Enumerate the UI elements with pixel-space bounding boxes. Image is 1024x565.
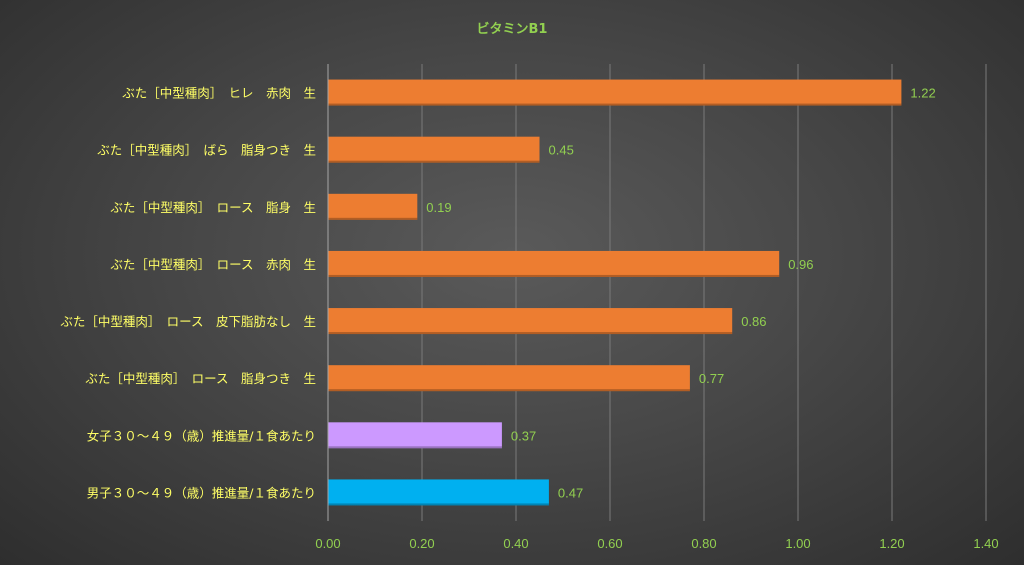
data-label: 0.96 <box>788 257 813 272</box>
bar-shadow <box>328 274 780 277</box>
data-label: 0.45 <box>549 143 574 158</box>
category-label: ぶた［中型種肉］ ロース 皮下脂肪なし 生 <box>60 314 316 329</box>
bars <box>328 79 902 506</box>
x-tick-label: 0.60 <box>597 536 622 551</box>
x-tick-label: 1.00 <box>785 536 810 551</box>
bar <box>328 308 733 335</box>
category-label: ぶた［中型種肉］ ヒレ 赤肉 生 <box>122 86 316 101</box>
x-tick-label: 1.40 <box>973 536 998 551</box>
bar <box>328 365 690 392</box>
data-label: 1.22 <box>910 86 935 101</box>
data-labels: 1.22 0.45 0.19 0.96 0.86 0.77 0.37 0.47 <box>426 86 935 501</box>
x-tick-label: 1.20 <box>879 536 904 551</box>
category-label: ぶた［中型種肉］ ロース 脂身 生 <box>110 200 316 215</box>
bar-shadow <box>328 217 418 220</box>
x-tick-labels: 0.00 0.20 0.40 0.60 0.80 1.00 1.20 1.40 <box>315 536 998 551</box>
gridlines <box>421 64 987 521</box>
bar-shadow <box>328 389 690 392</box>
data-label: 0.77 <box>699 371 724 386</box>
data-label: 0.86 <box>741 314 766 329</box>
bar <box>328 136 540 163</box>
x-tick-label: 0.40 <box>503 536 528 551</box>
chart-title: ビタミンB1 <box>477 21 548 37</box>
category-label: 男子３０～４９（歳）推進量/１食あたり <box>87 485 316 500</box>
bar-shadow <box>328 103 902 106</box>
category-label: ぶた［中型種肉］ ロース 赤肉 生 <box>110 257 316 272</box>
x-tick-label: 0.00 <box>315 536 340 551</box>
category-label: ぶた［中型種肉］ ばら 脂身つき 生 <box>97 143 316 158</box>
bar <box>328 422 502 449</box>
data-label: 0.19 <box>426 200 451 215</box>
category-label: ぶた［中型種肉］ ロース 脂身つき 生 <box>85 371 316 386</box>
bar-shadow <box>328 503 549 506</box>
bar-shadow <box>328 332 733 335</box>
bar <box>328 193 418 220</box>
bar <box>328 479 549 506</box>
category-label: 女子３０～４９（歳）推進量/１食あたり <box>87 428 316 443</box>
data-label: 0.37 <box>511 428 536 443</box>
bar-shadow <box>328 446 502 449</box>
bar-shadow <box>328 160 540 163</box>
x-tick-label: 0.20 <box>409 536 434 551</box>
data-label: 0.47 <box>558 485 583 500</box>
category-labels: ぶた［中型種肉］ ヒレ 赤肉 生ぶた［中型種肉］ ばら 脂身つき 生ぶた［中型種… <box>60 86 316 501</box>
x-tick-label: 0.80 <box>691 536 716 551</box>
bar <box>328 250 780 277</box>
bar <box>328 79 902 106</box>
